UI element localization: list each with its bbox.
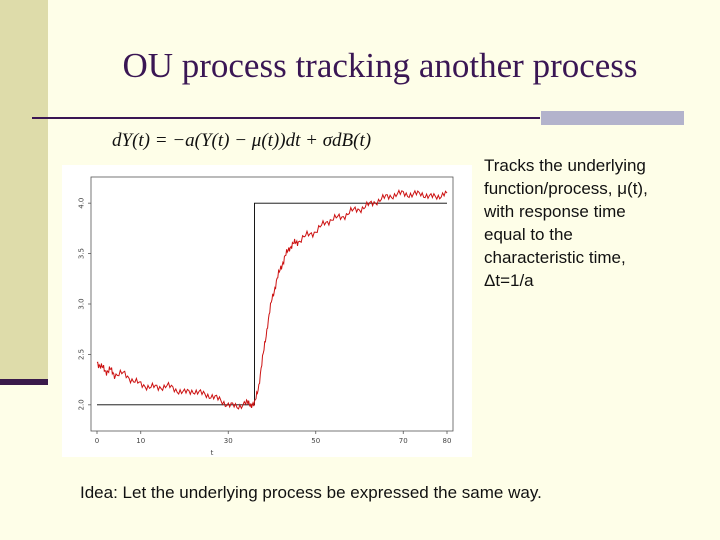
chart-svg: 2.0 2.5 3.0 3.5 4.0 0 10 30 50 70 80 t bbox=[62, 165, 472, 457]
left-accent-bar-base bbox=[0, 379, 48, 385]
ou-tracking-plot: 2.0 2.5 3.0 3.5 4.0 0 10 30 50 70 80 t bbox=[62, 165, 472, 457]
y-tick-label: 2.0 bbox=[78, 399, 86, 410]
y-tick-label: 3.0 bbox=[78, 298, 86, 309]
y-tick-label: 2.5 bbox=[78, 349, 86, 360]
ou-equation: dY(t) = −a(Y(t) − μ(t))dt + σdB(t) bbox=[112, 130, 372, 151]
x-tick-label: 50 bbox=[311, 437, 320, 445]
slide-title: OU process tracking another process bbox=[122, 46, 638, 85]
x-tick-label: 10 bbox=[136, 437, 145, 445]
x-axis-label: t bbox=[211, 449, 214, 457]
plot-background bbox=[62, 165, 472, 457]
side-text-line: characteristic time, bbox=[484, 248, 626, 267]
title-divider-accent bbox=[541, 111, 684, 125]
x-tick-label: 80 bbox=[443, 437, 452, 445]
series-line-mu bbox=[97, 202, 447, 406]
x-tick-label: 70 bbox=[399, 437, 408, 445]
side-text-line: equal to the bbox=[484, 225, 573, 244]
side-text-line: function/process, μ(t), bbox=[484, 179, 648, 198]
left-accent-bar bbox=[0, 0, 48, 383]
y-tick-label: 4.0 bbox=[78, 198, 86, 209]
series-line-ou bbox=[96, 189, 448, 410]
title-divider bbox=[32, 117, 540, 119]
side-text-line: with response time bbox=[484, 202, 626, 221]
y-tick-label: 3.5 bbox=[78, 248, 86, 259]
side-description: Tracks the underlying function/process, … bbox=[484, 154, 704, 292]
idea-text: Idea: Let the underlying process be expr… bbox=[80, 483, 542, 502]
x-tick-label: 30 bbox=[224, 437, 233, 445]
side-text-line: Δt=1/a bbox=[484, 271, 534, 290]
side-text-line: Tracks the underlying bbox=[484, 156, 646, 175]
x-tick-label: 0 bbox=[95, 437, 99, 445]
